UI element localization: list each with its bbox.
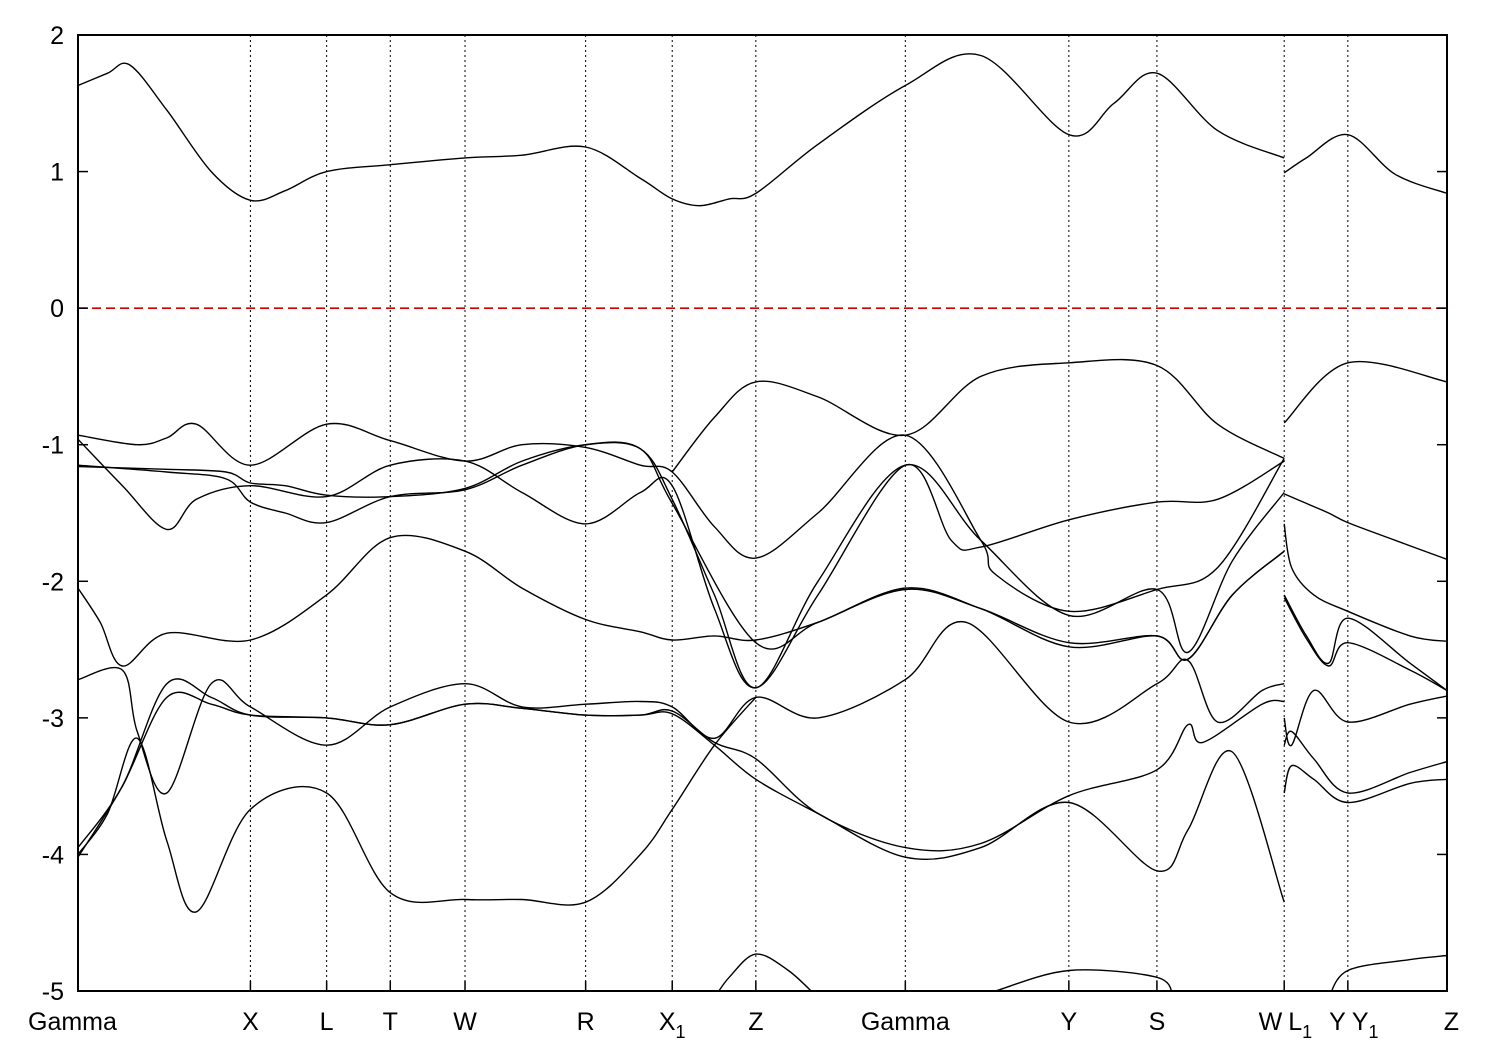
x-tick-label: Y	[1329, 1008, 1346, 1036]
y-tick-label: 1	[50, 159, 64, 187]
band-line	[671, 358, 1285, 473]
y-tick-label: -3	[42, 705, 64, 733]
band-line	[78, 422, 1285, 613]
y-tick-label: -5	[42, 978, 64, 1006]
band-line	[78, 53, 1285, 207]
y-axis-ticks: 2 1 0 -1 -2 -3 -4 -5	[42, 22, 1447, 1006]
band-line	[1283, 764, 1447, 804]
band-line	[1283, 689, 1447, 747]
x-tick-label: L	[320, 1008, 334, 1036]
x-tick-label: Gamma	[28, 1008, 117, 1036]
band-line	[78, 441, 1285, 689]
y-tick-label: -1	[42, 432, 64, 460]
band-line	[1283, 523, 1447, 643]
band-line	[78, 441, 1285, 661]
band-line	[1283, 594, 1447, 692]
x-axis-labels: Gamma X L T W R X1 Z Gamma Y S W L1 Y Y1 Z	[28, 981, 1459, 1042]
band-line	[718, 953, 813, 991]
y-tick-label: -4	[42, 841, 64, 869]
x-tick-label: R	[577, 1008, 595, 1036]
band-line	[1283, 730, 1447, 794]
x-tick-label: W	[453, 1008, 477, 1036]
band-line	[1283, 493, 1447, 561]
x-tick-label: Z	[748, 1008, 763, 1036]
y-tick-label: -2	[42, 568, 64, 596]
band-line	[78, 438, 1285, 689]
y-tick-label: 0	[50, 295, 64, 323]
band-line	[1330, 954, 1447, 991]
band-line	[1283, 133, 1447, 195]
x-tick-label: S	[1149, 1008, 1166, 1036]
kpoint-lines	[249, 35, 1349, 991]
band-line	[78, 696, 757, 913]
x-tick-label: W	[1259, 1008, 1283, 1036]
x-tick-label: X	[242, 1008, 259, 1036]
band-line	[78, 534, 1285, 667]
band-line	[1283, 360, 1447, 424]
y-tick-label: 2	[50, 22, 64, 50]
band-line	[78, 678, 1285, 852]
band-lines	[78, 53, 1447, 991]
x-tick-label: Y	[1061, 1008, 1078, 1036]
band-line	[78, 691, 1285, 903]
band-line	[1283, 597, 1447, 692]
plot-frame	[77, 34, 1448, 992]
x-tick-label: X1	[659, 1008, 686, 1042]
band-line	[995, 969, 1173, 991]
band-line	[78, 620, 1285, 795]
x-tick-label: Z	[1444, 1008, 1459, 1036]
x-tick-label: Y1	[1352, 1008, 1379, 1042]
x-tick-label: T	[383, 1008, 398, 1036]
x-tick-label: L1	[1288, 1008, 1312, 1042]
x-tick-label: Gamma	[861, 1008, 950, 1036]
